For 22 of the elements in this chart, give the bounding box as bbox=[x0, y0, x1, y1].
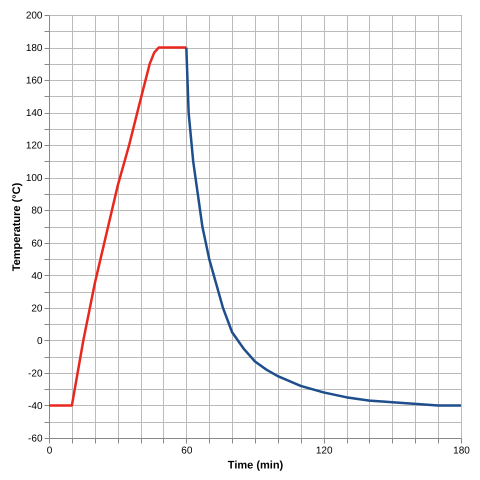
y-tick-label: 140 bbox=[26, 108, 43, 120]
y-tick-label: 0 bbox=[36, 336, 43, 347]
y-tick-label: -60 bbox=[28, 434, 43, 444]
y-tick-label: 120 bbox=[26, 140, 43, 152]
y-tick-label: -40 bbox=[28, 400, 43, 412]
y-tick-label: 160 bbox=[26, 76, 43, 87]
y-tick-label: 60 bbox=[31, 238, 43, 250]
x-axis-title: Time (min) bbox=[228, 460, 284, 472]
y-tick-label: 200 bbox=[26, 10, 43, 22]
x-tick-label: 0 bbox=[46, 446, 53, 456]
y-tick-label: -20 bbox=[28, 368, 43, 380]
x-tick-label: 180 bbox=[453, 446, 470, 456]
y-tick-label: 180 bbox=[26, 43, 43, 54]
x-tick-label: 120 bbox=[316, 446, 333, 456]
line-series bbox=[48, 46, 188, 407]
y-tick-label: 100 bbox=[26, 173, 43, 184]
y-axis-title: Temperature (°C) bbox=[10, 182, 23, 272]
line-series bbox=[185, 46, 462, 407]
y-tick-label: 80 bbox=[31, 206, 43, 217]
x-tick-label: 60 bbox=[181, 446, 193, 456]
y-tick-label: 20 bbox=[31, 303, 43, 314]
y-tick-label: 40 bbox=[31, 270, 43, 282]
